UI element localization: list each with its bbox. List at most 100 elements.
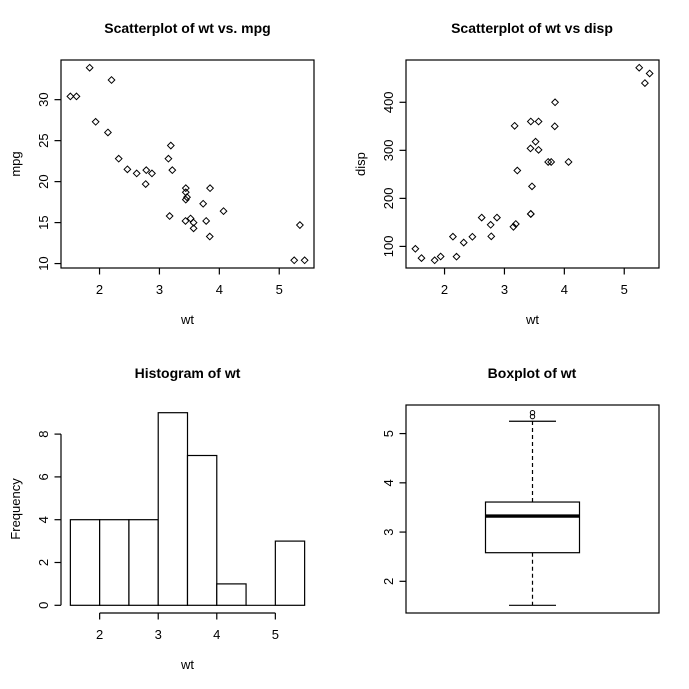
data-point-diamond: [534, 117, 543, 126]
y-axis-tick-label: 15: [36, 215, 51, 229]
histogram-wt-canvas: 2 3 4 5 0 2 4 6 8 wt Frequency: [8, 411, 306, 672]
histogram-bar: [99, 518, 130, 606]
data-point-diamond: [206, 184, 215, 193]
data-point-diamond: [534, 145, 543, 154]
x-axis-tick-label: 3: [500, 282, 507, 297]
y-axis-tick-label: 4: [36, 516, 51, 523]
data-point-diamond: [164, 154, 173, 163]
data-point-diamond: [546, 157, 555, 166]
data-point-diamond: [205, 232, 214, 241]
data-point-diamond: [103, 128, 112, 137]
x-axis-tick-label: 4: [216, 282, 223, 297]
data-point-diamond: [410, 244, 419, 253]
data-point-diamond: [531, 137, 540, 146]
x-axis-tick-label: 3: [156, 282, 163, 297]
data-point-diamond: [512, 166, 521, 175]
panel-scatter-wt-mpg: Scatterplot of wt vs. mpg 2 3 4 5 10 15 20 25 30…: [0, 0, 345, 345]
data-point-diamond: [219, 207, 228, 216]
y-axis-tick-label: 8: [36, 430, 51, 437]
data-point-diamond: [66, 92, 75, 101]
data-point-diamond: [85, 63, 94, 72]
boxplot-wt-canvas: 2 3 4 5: [381, 403, 660, 614]
x-axis-tick-label: 3: [155, 627, 162, 642]
plot-frame: [404, 403, 660, 614]
x-axis-tick-label: 2: [96, 627, 103, 642]
data-point-diamond: [189, 224, 198, 233]
data-point-diamond: [543, 157, 552, 166]
histogram-bar: [128, 518, 159, 606]
data-point-diamond: [486, 232, 495, 241]
y-axis-tick-label: 0: [36, 601, 51, 608]
y-axis-label: mpg: [8, 151, 23, 176]
data-point-diamond: [526, 209, 535, 218]
data-point-diamond: [181, 195, 190, 204]
x-axis-label: wt: [525, 312, 539, 327]
x-axis-tick-label: 5: [620, 282, 627, 297]
data-point-diamond: [486, 220, 495, 229]
x-axis-tick-label: 4: [213, 627, 220, 642]
data-point-diamond: [123, 165, 132, 174]
data-point-diamond: [132, 169, 141, 178]
data-point-diamond: [165, 212, 174, 221]
y-axis-tick-label: 200: [381, 188, 396, 210]
data-point-diamond: [527, 182, 536, 191]
data-point-diamond: [430, 256, 439, 265]
y-axis-tick-label: 25: [36, 133, 51, 147]
histogram-bar: [157, 411, 189, 606]
data-point-diamond: [114, 154, 123, 163]
data-point-diamond: [72, 92, 81, 101]
data-point-diamond: [142, 166, 151, 175]
iqr-box: [484, 500, 580, 553]
x-axis-tick-label: 4: [560, 282, 567, 297]
data-point-diamond: [459, 238, 468, 247]
x-axis-tick-label: 5: [276, 282, 283, 297]
data-point-diamond: [182, 193, 191, 202]
outlier-point: [529, 413, 535, 419]
data-point-diamond: [510, 121, 519, 130]
data-point-diamond: [141, 180, 150, 189]
data-point-diamond: [564, 157, 573, 166]
panel-boxplot-wt: Boxplot of wt 2 3 4 5: [345, 345, 689, 689]
data-point-diamond: [436, 252, 445, 261]
data-point-diamond: [290, 256, 299, 265]
data-point-diamond: [166, 141, 175, 150]
histogram-bar: [216, 582, 247, 606]
y-axis-tick-label: 400: [381, 91, 396, 113]
data-point-diamond: [525, 144, 535, 153]
scatter-wt-disp-canvas: 2 3 4 5 100 200 300 400 wt disp: [353, 59, 660, 327]
chart-title-scatter-wt-disp: Scatterplot of wt vs disp: [451, 20, 613, 36]
y-axis-tick-label: 300: [381, 139, 396, 161]
y-axis-tick-label: 30: [36, 92, 51, 106]
y-axis-tick-label: 10: [36, 256, 51, 270]
histogram-bar: [69, 518, 101, 606]
y-axis-tick-label: 2: [381, 577, 396, 584]
data-point-diamond: [645, 69, 654, 78]
data-point-diamond: [467, 232, 476, 241]
y-axis-tick-label: 100: [381, 236, 396, 258]
y-axis-tick-label: 5: [381, 429, 396, 436]
y-axis-tick-label: 3: [381, 528, 396, 535]
data-point-diamond: [181, 184, 190, 193]
plot-frame: [60, 59, 315, 269]
data-point-diamond: [199, 199, 208, 208]
data-point-diamond: [91, 117, 100, 126]
y-axis-label: Frequency: [8, 477, 23, 539]
y-axis-tick-label: 2: [36, 558, 51, 565]
chart-title-boxplot-wt: Boxplot of wt: [487, 364, 577, 381]
plot-frame: [404, 59, 660, 269]
histogram-bar: [186, 454, 218, 606]
y-axis-tick-label: 6: [36, 473, 51, 480]
y-axis-label: disp: [353, 152, 368, 176]
data-point-diamond: [640, 79, 649, 88]
data-point-diamond: [189, 218, 198, 227]
x-axis-label: wt: [180, 312, 194, 327]
y-axis-tick-label: 4: [381, 479, 396, 486]
data-point-diamond: [508, 222, 517, 231]
panel-scatter-wt-disp: Scatterplot of wt vs disp 2 3 4 5 100 200 300 4…: [345, 0, 689, 345]
outlier-point: [529, 409, 535, 415]
data-point-diamond: [477, 213, 486, 222]
scatter-wt-mpg-canvas: 2 3 4 5 10 15 20 25 30 wt mpg: [8, 59, 315, 327]
data-point-diamond: [295, 221, 304, 230]
data-point-diamond: [168, 166, 177, 175]
